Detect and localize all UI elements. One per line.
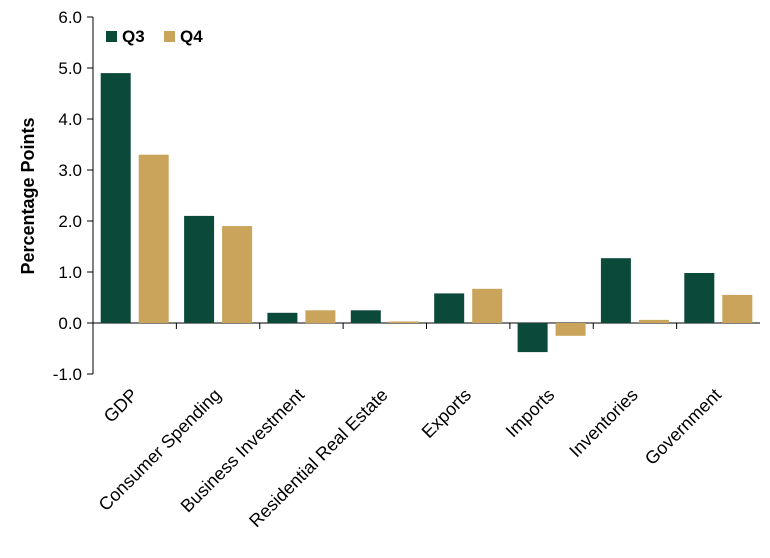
y-tick-label: 2.0: [58, 212, 82, 231]
bar-q4-1: [138, 154, 169, 323]
bar-q4-8: [722, 294, 753, 323]
legend: Q3 Q4: [106, 27, 203, 46]
x-category-label: Exports: [418, 385, 475, 442]
y-tick-label: 6.0: [58, 8, 82, 27]
bar-q4-7: [638, 319, 669, 323]
legend-swatch-q4: [164, 31, 175, 42]
bar-q3-5: [434, 293, 465, 323]
bar-q3-6: [517, 323, 548, 353]
x-category-label: GDP: [100, 385, 142, 427]
x-category-label: Residential Real Estate: [245, 385, 391, 531]
legend-label-q3: Q3: [122, 27, 145, 46]
x-category-label: Imports: [502, 385, 559, 442]
bar-q4-3: [305, 310, 336, 324]
y-tick-label: 3.0: [58, 161, 82, 180]
x-category-label: Government: [641, 385, 725, 469]
bar-q4-5: [472, 288, 503, 323]
bar-q3-4: [350, 310, 381, 324]
y-tick-label: -1.0: [53, 365, 82, 384]
legend-label-q4: Q4: [180, 27, 203, 46]
bar-q3-2: [184, 215, 215, 323]
bar-q3-8: [684, 273, 715, 323]
y-tick-label: 0.0: [58, 314, 82, 333]
y-tick-label: 5.0: [58, 59, 82, 78]
bar-q4-2: [222, 226, 253, 323]
legend-swatch-q3: [106, 31, 117, 42]
x-category-label: Inventories: [565, 385, 641, 461]
bar-q4-4: [388, 321, 419, 323]
bar-q4-6: [555, 323, 586, 336]
bar-q3-3: [267, 312, 298, 323]
bar-q3-7: [600, 258, 631, 323]
y-tick-label: 1.0: [58, 263, 82, 282]
y-tick-label: 4.0: [58, 110, 82, 129]
y-axis-title: Percentage Points: [18, 117, 38, 274]
bar-q3-1: [100, 73, 131, 323]
